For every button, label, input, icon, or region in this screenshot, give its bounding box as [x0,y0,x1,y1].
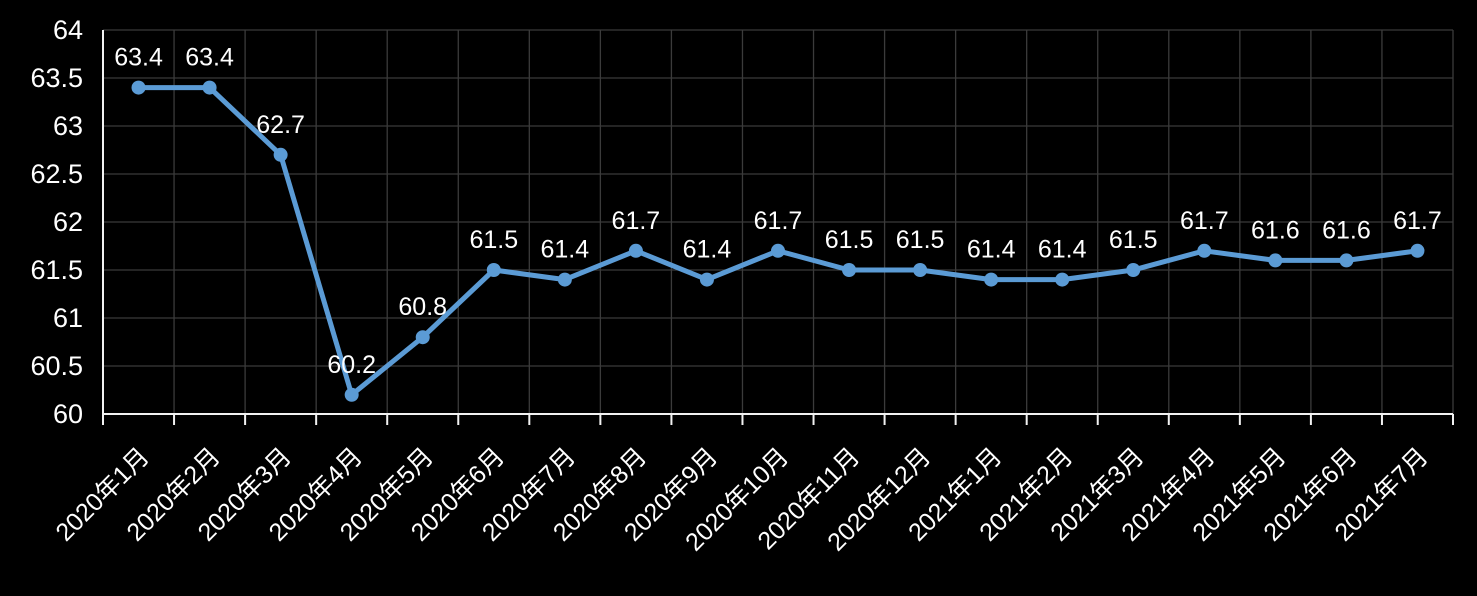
y-axis-tick-label: 60.5 [30,351,83,381]
data-label: 62.7 [256,111,305,139]
data-point-marker [557,272,572,287]
data-label: 61.7 [754,207,803,235]
data-label: 61.5 [469,226,518,254]
y-axis-tick-label: 62.5 [30,159,83,189]
data-label: 61.5 [1109,226,1158,254]
y-axis-tick-label: 61.5 [30,255,83,285]
data-point-marker [913,263,928,277]
data-label: 61.5 [896,226,945,254]
data-point-marker [771,243,785,258]
data-label: 61.4 [1038,236,1087,264]
data-point-marker [1197,243,1212,258]
data-label: 60.2 [327,351,376,379]
data-point-marker [131,80,146,95]
data-label: 61.6 [1322,216,1371,244]
data-point-marker [842,263,857,277]
data-label: 63.4 [185,44,234,72]
y-axis-tick-label: 62 [53,207,83,237]
data-point-marker [699,272,714,287]
data-point-marker [1339,253,1354,268]
data-point-marker [1268,253,1283,268]
data-point-marker [344,387,359,402]
data-label: 61.7 [1393,207,1442,235]
data-label: 61.7 [1180,207,1229,235]
y-axis-tick-label: 60 [53,399,83,429]
data-label: 61.5 [825,226,874,254]
data-point-marker [1126,263,1141,277]
data-point-marker [202,80,217,95]
data-point-marker [984,272,999,287]
y-axis-tick-label: 64 [53,15,83,45]
data-point-marker [1055,272,1070,287]
y-axis-tick-label: 63.5 [30,63,83,93]
data-label: 60.8 [398,293,447,321]
data-label: 63.4 [114,44,163,72]
data-label: 61.4 [967,236,1016,264]
data-point-marker [415,330,430,345]
data-label: 61.4 [683,236,732,264]
y-axis-tick-label: 61 [53,303,83,333]
data-point-marker [1410,243,1425,258]
data-point-marker [273,147,288,162]
data-label: 61.4 [541,236,590,264]
data-point-marker [486,263,501,277]
data-point-marker [628,243,643,258]
y-axis-tick-label: 63 [53,111,83,141]
data-label: 61.7 [612,207,661,235]
data-label: 61.6 [1251,216,1300,244]
